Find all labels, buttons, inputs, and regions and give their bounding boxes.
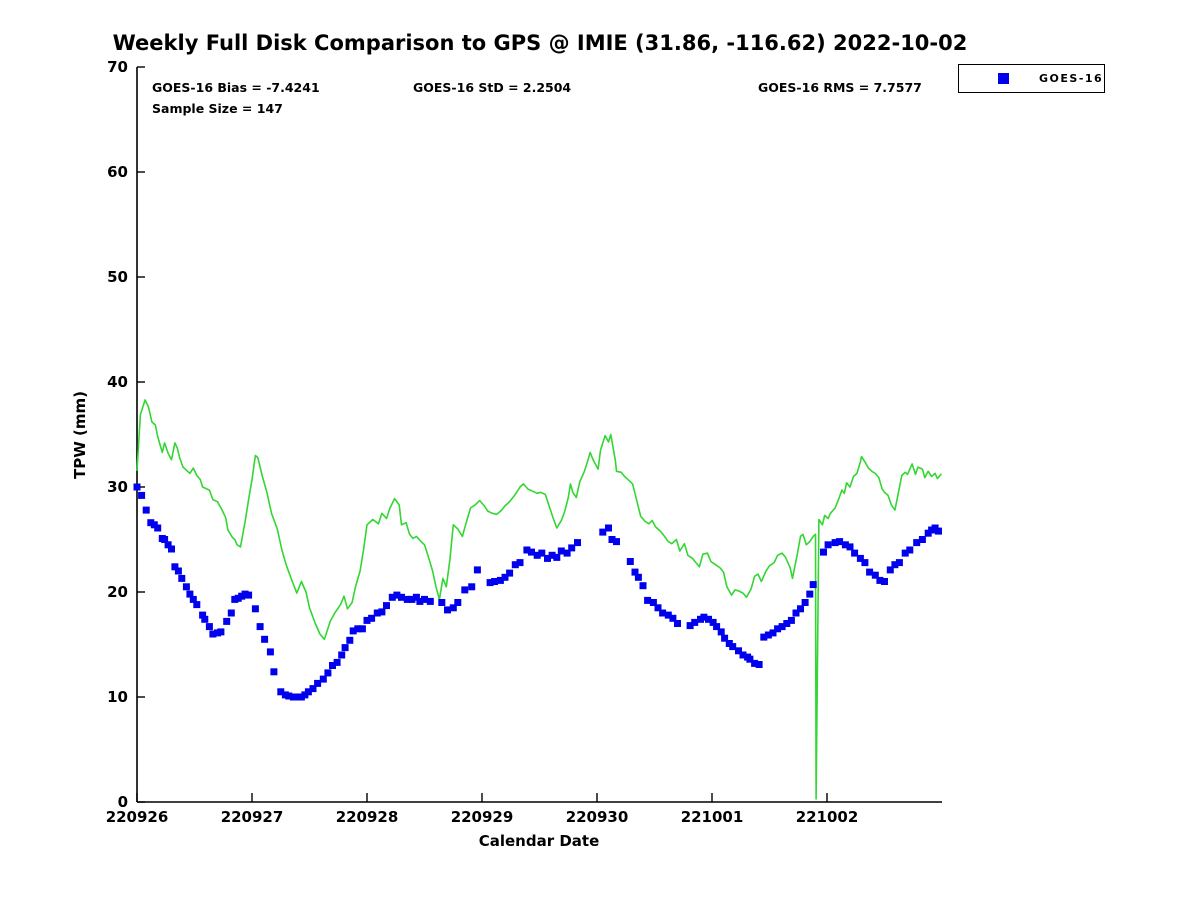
goes16-marker-series <box>133 483 942 701</box>
chart-title: Weekly Full Disk Comparison to GPS @ IMI… <box>112 31 968 55</box>
stat-std: GOES-16 StD = 2.2504 <box>413 80 572 95</box>
y-tick-label: 60 <box>107 163 128 181</box>
tick-marks <box>136 66 828 803</box>
stat-rms: GOES-16 RMS = 7.7577 <box>758 80 922 95</box>
legend-goes16-label: GOES-16 <box>1039 72 1104 85</box>
y-tick-label: 50 <box>107 268 128 286</box>
y-tick-label: 20 <box>107 583 128 601</box>
y-tick-label: 10 <box>107 688 128 706</box>
x-tick-label: 221001 <box>681 808 744 826</box>
y-tick-label: 0 <box>118 793 128 811</box>
stat-bias: GOES-16 Bias = -7.4241 <box>152 80 320 95</box>
y-tick-label: 70 <box>107 58 128 76</box>
legend-box: GOES-16 <box>958 64 1105 93</box>
axes <box>136 67 942 803</box>
tick-labels: 0 10 20 30 40 50 60 70 220926 220927 220928 220929 2… <box>106 58 859 826</box>
y-axis-label: TPW (mm) <box>71 391 89 479</box>
legend-goes16-marker-icon <box>998 73 1009 84</box>
x-tick-label: 221002 <box>796 808 859 826</box>
x-tick-label: 220927 <box>221 808 284 826</box>
x-tick-label: 220930 <box>566 808 629 826</box>
y-tick-label: 30 <box>107 478 128 496</box>
x-tick-label: 220926 <box>106 808 169 826</box>
x-tick-label: 220929 <box>451 808 514 826</box>
y-tick-label: 40 <box>107 373 128 391</box>
x-tick-label: 220928 <box>336 808 399 826</box>
stat-sample-size: Sample Size = 147 <box>152 101 283 116</box>
x-axis-label: Calendar Date <box>478 832 600 850</box>
gps-line-series <box>136 399 942 800</box>
